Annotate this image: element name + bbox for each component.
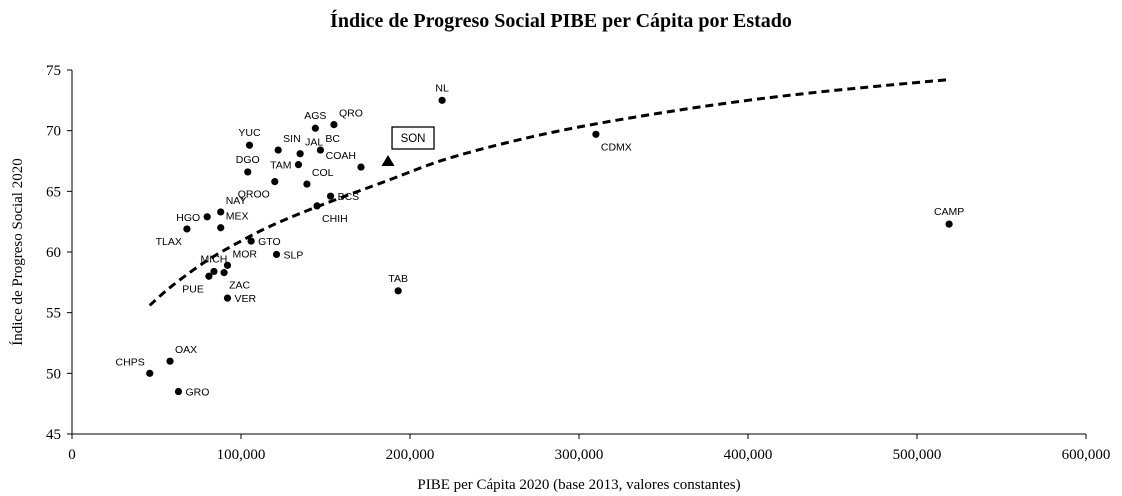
x-tick-label: 400,000 xyxy=(724,447,773,463)
point-label-bcs: BCS xyxy=(338,191,360,203)
point-label-dgo: DGO xyxy=(236,154,260,166)
point-label-chps: CHPS xyxy=(116,356,145,368)
point-label-yuc: YUC xyxy=(238,127,261,139)
point-chps xyxy=(146,369,154,377)
point-label-qro: QRO xyxy=(339,108,363,120)
point-label-qroo: QROO xyxy=(238,189,270,201)
point-label-gto: GTO xyxy=(258,236,281,248)
trend-line xyxy=(148,78,948,307)
y-tick-label: 55 xyxy=(46,306,61,322)
x-tick-label: 500,000 xyxy=(893,447,942,463)
x-ticks: 0 100,000 200,000 300,000 400,000 500,000 600,… xyxy=(68,434,1110,463)
point-tam xyxy=(294,161,303,169)
point-label-nl: NL xyxy=(435,82,449,94)
point-label-mex: MEX xyxy=(226,211,249,223)
x-axis-label: PIBE per Cápita 2020 (base 2013, valores… xyxy=(417,477,740,493)
point-label-ver: VER xyxy=(234,293,256,305)
point-label-ags: AGS xyxy=(304,110,326,122)
point-label-tam: TAM xyxy=(270,160,291,172)
y-axis-label: Índice de Progreso Social 2020 xyxy=(9,158,26,345)
point-gro xyxy=(174,387,183,396)
point-cdmx xyxy=(592,130,600,138)
x-tick-label: 600,000 xyxy=(1062,447,1111,463)
x-tick-label: 300,000 xyxy=(555,447,604,463)
y-tick-label: 50 xyxy=(46,366,61,382)
point-label-oax: OAX xyxy=(175,344,197,356)
point-label-col: COL xyxy=(312,167,334,179)
point-pue xyxy=(205,272,213,280)
chart-title: Índice de Progreso Social PIBE per Cápit… xyxy=(330,9,792,32)
point-ags xyxy=(311,124,319,132)
point-col xyxy=(303,180,311,188)
point-qro xyxy=(330,121,338,129)
y-ticks: 45 50 55 60 65 70 75 xyxy=(46,63,72,443)
point-mor xyxy=(223,261,232,269)
data-points xyxy=(146,96,953,396)
point-label-slp: SLP xyxy=(283,249,303,261)
point-chih xyxy=(313,202,321,210)
point-slp xyxy=(272,250,281,259)
point-label-camp: CAMP xyxy=(934,206,964,218)
point-label-nay: NAY xyxy=(226,195,247,207)
point-qroo xyxy=(271,178,279,186)
point-hgo xyxy=(203,213,211,221)
point-label-mor: MOR xyxy=(232,248,257,260)
y-tick-label: 70 xyxy=(46,124,61,140)
point-label-mich: MICH xyxy=(201,253,228,265)
point-label-bc: BC xyxy=(325,133,340,145)
point-dgo xyxy=(244,168,252,176)
point-nl xyxy=(438,96,446,104)
point-bc xyxy=(316,146,325,154)
point-label-zac: ZAC xyxy=(229,280,250,292)
y-tick-label: 65 xyxy=(46,184,61,200)
point-label-gro: GRO xyxy=(185,387,209,399)
son-label: SON xyxy=(401,133,426,145)
point-label-pue: PUE xyxy=(182,283,204,295)
point-label-coah: COAH xyxy=(326,150,356,162)
point-nay xyxy=(217,208,225,216)
point-labels: NL AGS QRO YUC SIN JAL BC COAH CDMX DGO TAM QROO COL… xyxy=(116,82,965,398)
point-bcs xyxy=(326,192,335,200)
point-mich xyxy=(210,267,218,276)
point-oax xyxy=(166,357,174,365)
point-ver xyxy=(223,294,232,302)
point-tlax xyxy=(183,225,191,233)
point-zac xyxy=(220,269,228,277)
y-tick-label: 45 xyxy=(46,427,61,443)
y-tick-label: 75 xyxy=(46,63,61,79)
point-label-cdmx: CDMX xyxy=(601,141,632,153)
point-label-hgo: HGO xyxy=(176,212,200,224)
son-label-box xyxy=(391,126,435,150)
point-gto xyxy=(247,237,255,245)
point-camp xyxy=(945,220,953,228)
x-tick-label: 200,000 xyxy=(386,447,435,463)
point-mex xyxy=(217,224,225,232)
point-coah xyxy=(357,163,365,171)
point-label-sin: SIN xyxy=(283,133,301,145)
x-tick-label: 100,000 xyxy=(217,447,266,463)
point-label-jal: JAL xyxy=(305,137,323,149)
highlight-marker: SON xyxy=(381,126,435,166)
point-sin xyxy=(274,146,282,154)
point-label-tab: TAB xyxy=(388,273,408,285)
point-label-tlax: TLAX xyxy=(156,236,182,248)
point-jal xyxy=(296,150,304,158)
point-label-chih: CHIH xyxy=(322,213,348,225)
point-yuc xyxy=(245,141,254,149)
x-tick-label: 0 xyxy=(68,447,76,463)
point-tab xyxy=(394,287,402,295)
son-triangle-marker xyxy=(381,155,395,166)
y-tick-label: 60 xyxy=(46,245,61,261)
